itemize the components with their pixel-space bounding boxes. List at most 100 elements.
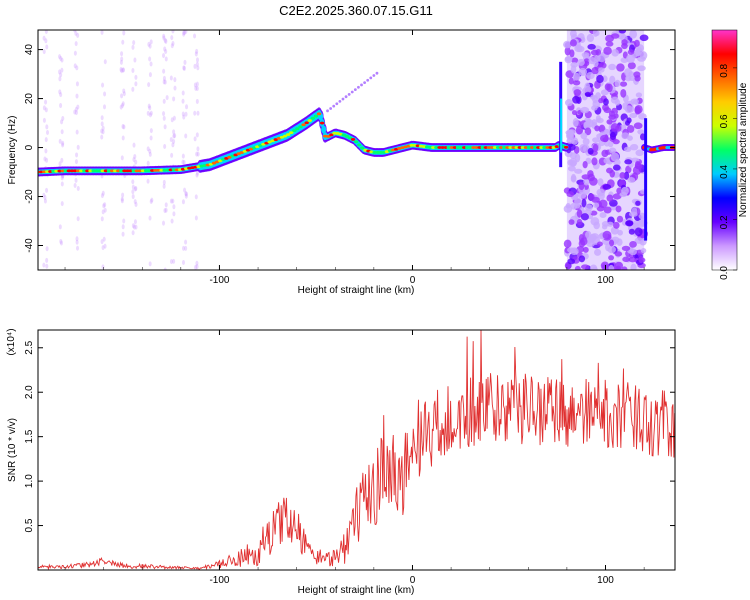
spectrogram-speckle: [45, 124, 49, 130]
spectrogram-speckle: [162, 75, 166, 81]
spectrogram-noise-blob: [621, 186, 629, 196]
spectrogram-noise-blob: [608, 141, 614, 148]
spectrogram-noise-blob: [635, 49, 641, 57]
ridge-core: [103, 169, 109, 173]
ridge-core: [289, 131, 294, 135]
spectrogram-noise-blob: [620, 88, 627, 98]
ridge-core: [443, 146, 448, 149]
snr-plot-background: [38, 330, 675, 570]
spectrogram-noise-blob: [585, 230, 592, 239]
spectrogram-speckle: [120, 51, 124, 57]
spectrogram-speckle: [194, 194, 198, 200]
spectrogram-speckle: [195, 48, 199, 54]
spectrogram-speckle: [59, 240, 63, 246]
spectrogram-speckle: [170, 152, 174, 158]
spectrogram-noise-blob: [627, 177, 636, 183]
spectrogram-speckle: [76, 216, 80, 222]
spectrogram-noise-blob: [578, 67, 588, 77]
spectrogram-speckle: [171, 40, 175, 46]
spectrogram-speckle: [194, 85, 198, 91]
spectrogram-speckle: [100, 193, 104, 199]
snr-marks: [38, 330, 675, 570]
spectrogram-noise-blob: [566, 191, 575, 198]
spectrogram-speckle: [120, 56, 124, 62]
spectrogram-speckle: [195, 172, 199, 178]
spectrogram-speckle: [134, 185, 138, 191]
snr-series-line: [38, 330, 675, 570]
spectrogram-noise-blob: [615, 205, 622, 213]
ridge-core: [483, 146, 489, 149]
spectrogram-speckle: [171, 142, 175, 148]
spectrogram-speckle: [100, 239, 104, 245]
spectrogram-speckle: [133, 199, 137, 205]
spectrogram-y-tick-label: 20: [24, 93, 35, 105]
spectrogram-speckle: [193, 110, 197, 116]
ridge-core: [523, 146, 529, 149]
ridge-extension-dot: [360, 83, 363, 87]
spectrogram-speckle: [101, 82, 105, 88]
spectrogram-frame: [37, 29, 676, 271]
ridge-extension-dot: [350, 90, 354, 94]
spectrogram-noise-blob: [621, 39, 628, 46]
spectrogram-speckle: [120, 93, 124, 99]
colorbar-gradient: [711, 29, 738, 271]
spectrogram-speckle: [134, 74, 138, 80]
colorbar-tick-label: 0.2: [719, 215, 730, 229]
spectrogram-speckle: [172, 258, 176, 264]
spectrogram-noise-blob: [634, 160, 641, 169]
spectrogram-speckle: [162, 53, 166, 59]
spectrogram-speckle: [149, 128, 153, 134]
spectrogram-speckle: [44, 30, 48, 35]
spectrogram-noise-blob: [571, 110, 578, 116]
spectrogram-speckle: [120, 68, 124, 74]
spectrogram-speckle: [75, 93, 79, 99]
spectrogram-speckle: [132, 142, 136, 148]
spectrogram-noise-blob: [625, 220, 634, 226]
ridge-extension-dot: [372, 74, 376, 77]
ridge-core: [434, 146, 439, 149]
spectrogram-speckle: [163, 208, 167, 214]
spectrogram-noise-blob: [594, 125, 600, 132]
spectrogram-speckle: [148, 112, 152, 118]
spectrogram-speckle: [183, 187, 187, 193]
spectrogram-speckle: [133, 57, 137, 63]
ridge-extension-dot: [375, 71, 379, 75]
ridge-extension-dot: [338, 100, 342, 103]
spectrogram-speckle: [121, 123, 125, 129]
spectrogram-speckle: [193, 136, 197, 142]
spectrogram-speckle: [172, 129, 176, 135]
spectrogram-noise-blob: [596, 74, 604, 84]
ridge-core: [452, 146, 458, 149]
spectrogram-noise-blob: [577, 191, 587, 199]
spectrogram-speckle: [101, 245, 105, 251]
ridge-core: [350, 138, 356, 141]
spectrogram-speckle: [45, 187, 49, 193]
spectrogram-noise-blob: [612, 193, 622, 200]
spectrogram-speckle: [184, 191, 188, 197]
snr-y-tick-label: 2.0: [24, 385, 35, 399]
spectrogram-noise-blob: [564, 46, 571, 56]
ridge-core: [533, 146, 538, 149]
spectrogram-speckle: [182, 114, 186, 120]
ridge-core: [91, 169, 96, 173]
ridge-extension-dot: [353, 88, 357, 92]
spectrogram-noise-blob: [603, 107, 612, 114]
spectrogram-speckle: [44, 99, 48, 105]
spectrogram-noise-blob: [627, 62, 636, 70]
spectrogram-noise-blob: [616, 63, 625, 72]
spectrogram-noise-blob: [629, 112, 638, 119]
spectrogram-speckle: [185, 104, 189, 110]
spectrogram-speckle: [121, 67, 125, 73]
spectrogram-noise-blob: [574, 44, 583, 53]
spectrogram-y-tick-label: 0: [24, 144, 35, 150]
spectrogram-speckle: [184, 239, 188, 245]
spectrogram-noise-blob: [567, 165, 576, 172]
spectrogram-speckle: [164, 207, 168, 213]
spectrogram-speckle: [165, 95, 169, 101]
spectrogram-speckle: [149, 110, 153, 116]
snr-y-tick-label: 0.5: [24, 518, 35, 532]
spectrogram-speckle: [122, 124, 126, 130]
ridge-core: [72, 169, 78, 173]
spectrogram-noise-blob: [593, 221, 600, 230]
spectrogram-noise-blob: [637, 65, 646, 72]
